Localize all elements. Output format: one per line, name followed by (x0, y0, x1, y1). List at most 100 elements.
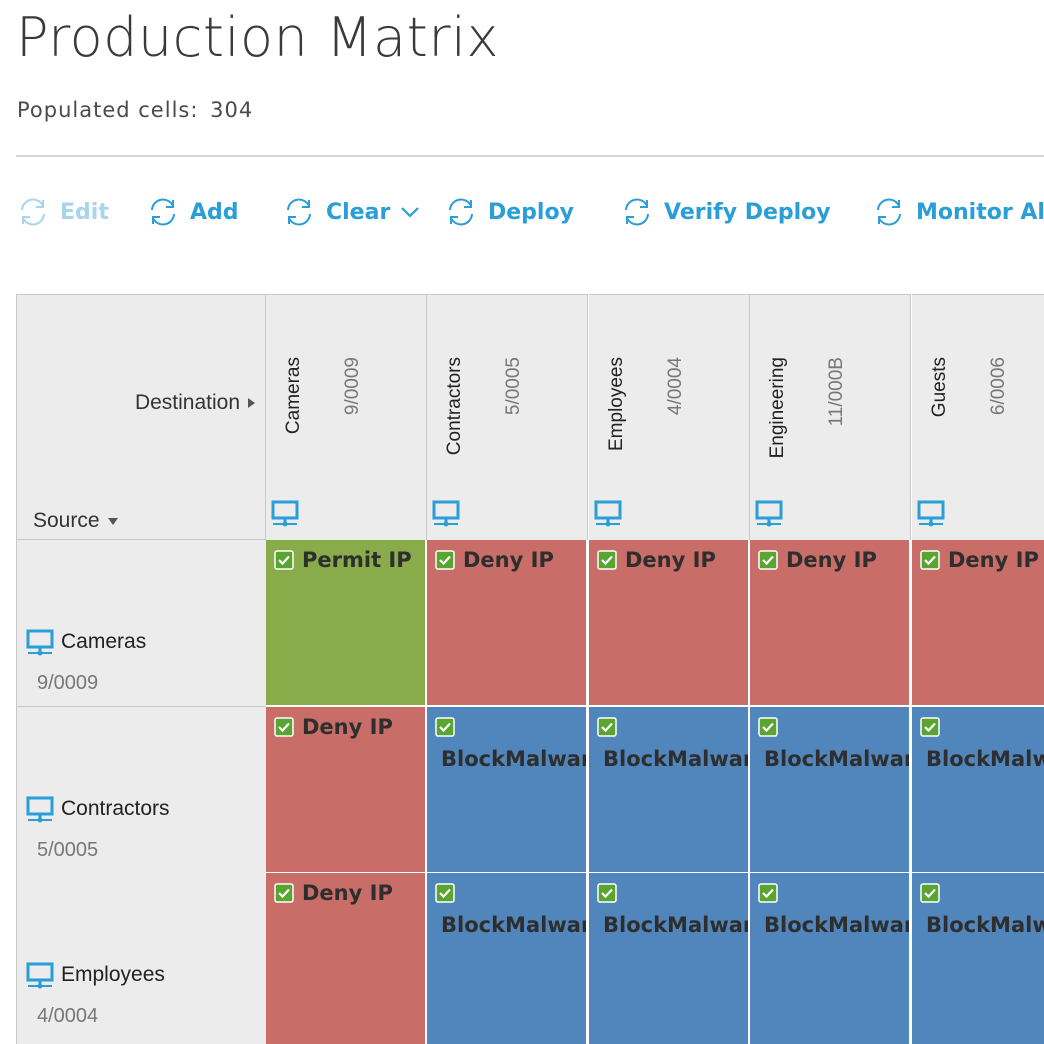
cell-policy: BlockMalware (764, 913, 909, 937)
toolbar-monitor-al-button[interactable]: Monitor Al (872, 192, 1044, 232)
toolbar-button-label: Edit (60, 199, 109, 225)
row-header-cameras[interactable]: Cameras 9/0009 (16, 540, 266, 707)
cell-checkbox[interactable] (597, 550, 617, 570)
source-sort-toggle[interactable]: Source (33, 509, 118, 533)
cell-checkbox[interactable] (274, 550, 294, 570)
checkbox-checked-icon (597, 883, 617, 903)
row-header-contractors[interactable]: Contractors 5/0005 (16, 707, 266, 874)
toolbar-verify-deploy-button[interactable]: Verify Deploy (620, 192, 831, 232)
destination-label: Destination (134, 391, 240, 414)
toolbar-button-label: Deploy (488, 199, 574, 225)
toolbar-add-button[interactable]: Add (146, 192, 239, 232)
cell-checkbox[interactable] (435, 883, 455, 903)
checkbox-checked-icon (435, 550, 455, 570)
endpoint-group-icon (26, 796, 54, 823)
page-title: Production Matrix (16, 6, 499, 69)
toolbar-button-label: Verify Deploy (664, 199, 831, 225)
column-header-engineering[interactable]: Engineering 11/000B (750, 294, 911, 540)
chevron-down-icon[interactable] (398, 200, 422, 224)
row-icon-wrap (25, 961, 55, 991)
row-header-employees[interactable]: Employees 4/0004 (16, 873, 266, 1044)
endpoint-group-icon (26, 629, 54, 656)
checkbox-checked-icon (597, 717, 617, 737)
toolbar-deploy-button[interactable]: Deploy (444, 192, 574, 232)
column-code: 5/0005 (503, 357, 524, 416)
column-name: Employees (606, 357, 627, 451)
cell-policy: Deny IP (463, 548, 554, 572)
populated-cells-summary: Populated cells: 304 (17, 98, 253, 122)
cell-checkbox[interactable] (435, 550, 455, 570)
matrix-cell[interactable]: Permit IP (266, 540, 427, 707)
caret-down-icon (107, 517, 118, 525)
cell-checkbox[interactable] (435, 717, 455, 737)
cell-checkbox[interactable] (597, 883, 617, 903)
column-icon-wrap (916, 499, 946, 529)
cell-checkbox[interactable] (920, 550, 940, 570)
cell-checkbox[interactable] (758, 550, 778, 570)
cell-policy: Permit IP (302, 548, 412, 572)
column-code: 6/0006 (988, 357, 1009, 416)
cell-policy: Deny IP (786, 548, 877, 572)
matrix-cell[interactable]: Deny IP (589, 540, 750, 707)
row-icon-wrap (25, 795, 55, 825)
matrix-cell[interactable]: Deny IP (266, 873, 427, 1044)
cell-policy: BlockMalware (926, 747, 1044, 771)
checkbox-checked-icon (435, 717, 455, 737)
cell-policy: Deny IP (302, 881, 393, 905)
caret-right-icon (248, 398, 255, 408)
checkbox-checked-icon (920, 717, 940, 737)
matrix-cell[interactable]: Deny IP (427, 540, 588, 707)
cell-checkbox[interactable] (920, 717, 940, 737)
cell-policy: BlockMalware (441, 747, 586, 771)
cell-checkbox[interactable] (274, 717, 294, 737)
endpoint-group-icon (271, 500, 299, 527)
cell-policy: BlockMalware (603, 747, 748, 771)
matrix-cell[interactable]: BlockMalware (912, 707, 1044, 874)
row-name: Contractors (61, 797, 170, 820)
column-header-cameras[interactable]: Cameras 9/0009 (266, 294, 427, 540)
toolbar-button-label: Clear (326, 199, 391, 225)
matrix-cell[interactable]: BlockMalware (427, 707, 588, 874)
row-icon-wrap (25, 628, 55, 658)
matrix-cell[interactable]: BlockMalware (589, 707, 750, 874)
column-code: 11/000B (826, 357, 847, 427)
column-header-contractors[interactable]: Contractors 5/0005 (427, 294, 588, 540)
matrix-cell[interactable]: BlockMalware (589, 873, 750, 1044)
row-name: Employees (61, 963, 165, 986)
cell-checkbox[interactable] (274, 883, 294, 903)
endpoint-group-icon (26, 962, 54, 989)
matrix-cell[interactable]: Deny IP (266, 707, 427, 874)
matrix-cell[interactable]: BlockMalware (912, 873, 1044, 1044)
column-header-guests[interactable]: Guests 6/0006 (912, 294, 1044, 540)
cell-checkbox[interactable] (597, 717, 617, 737)
column-code: 9/0009 (342, 357, 363, 416)
source-label: Source (33, 509, 100, 532)
column-header-employees[interactable]: Employees 4/0004 (589, 294, 750, 540)
cell-checkbox[interactable] (758, 717, 778, 737)
populated-cells-label: Populated cells: (17, 98, 199, 122)
toolbar-clear-button[interactable]: Clear (282, 192, 422, 232)
cell-policy: BlockMalware (603, 913, 748, 937)
toolbar-edit-button[interactable]: Edit (16, 192, 109, 232)
cell-checkbox[interactable] (920, 883, 940, 903)
endpoint-group-icon (917, 500, 945, 527)
matrix-cell[interactable]: BlockMalware (427, 873, 588, 1044)
matrix-cell[interactable]: Deny IP (750, 540, 911, 707)
refresh-icon (21, 198, 45, 226)
matrix-cell[interactable]: BlockMalware (750, 873, 911, 1044)
refresh-icon (287, 198, 311, 226)
cell-checkbox[interactable] (758, 883, 778, 903)
populated-cells-count: 304 (210, 98, 254, 122)
toolbar-button-label: Monitor Al (916, 199, 1044, 225)
refresh-icon (625, 198, 649, 226)
checkbox-checked-icon (920, 883, 940, 903)
matrix-cell[interactable]: BlockMalware (750, 707, 911, 874)
cell-policy: Deny IP (302, 715, 393, 739)
matrix-cell[interactable]: Deny IP (912, 540, 1044, 707)
checkbox-checked-icon (435, 883, 455, 903)
endpoint-group-icon (432, 500, 460, 527)
destination-sort-toggle[interactable]: Destination (135, 391, 255, 415)
row-code: 9/0009 (37, 672, 99, 694)
column-name: Cameras (283, 357, 304, 435)
